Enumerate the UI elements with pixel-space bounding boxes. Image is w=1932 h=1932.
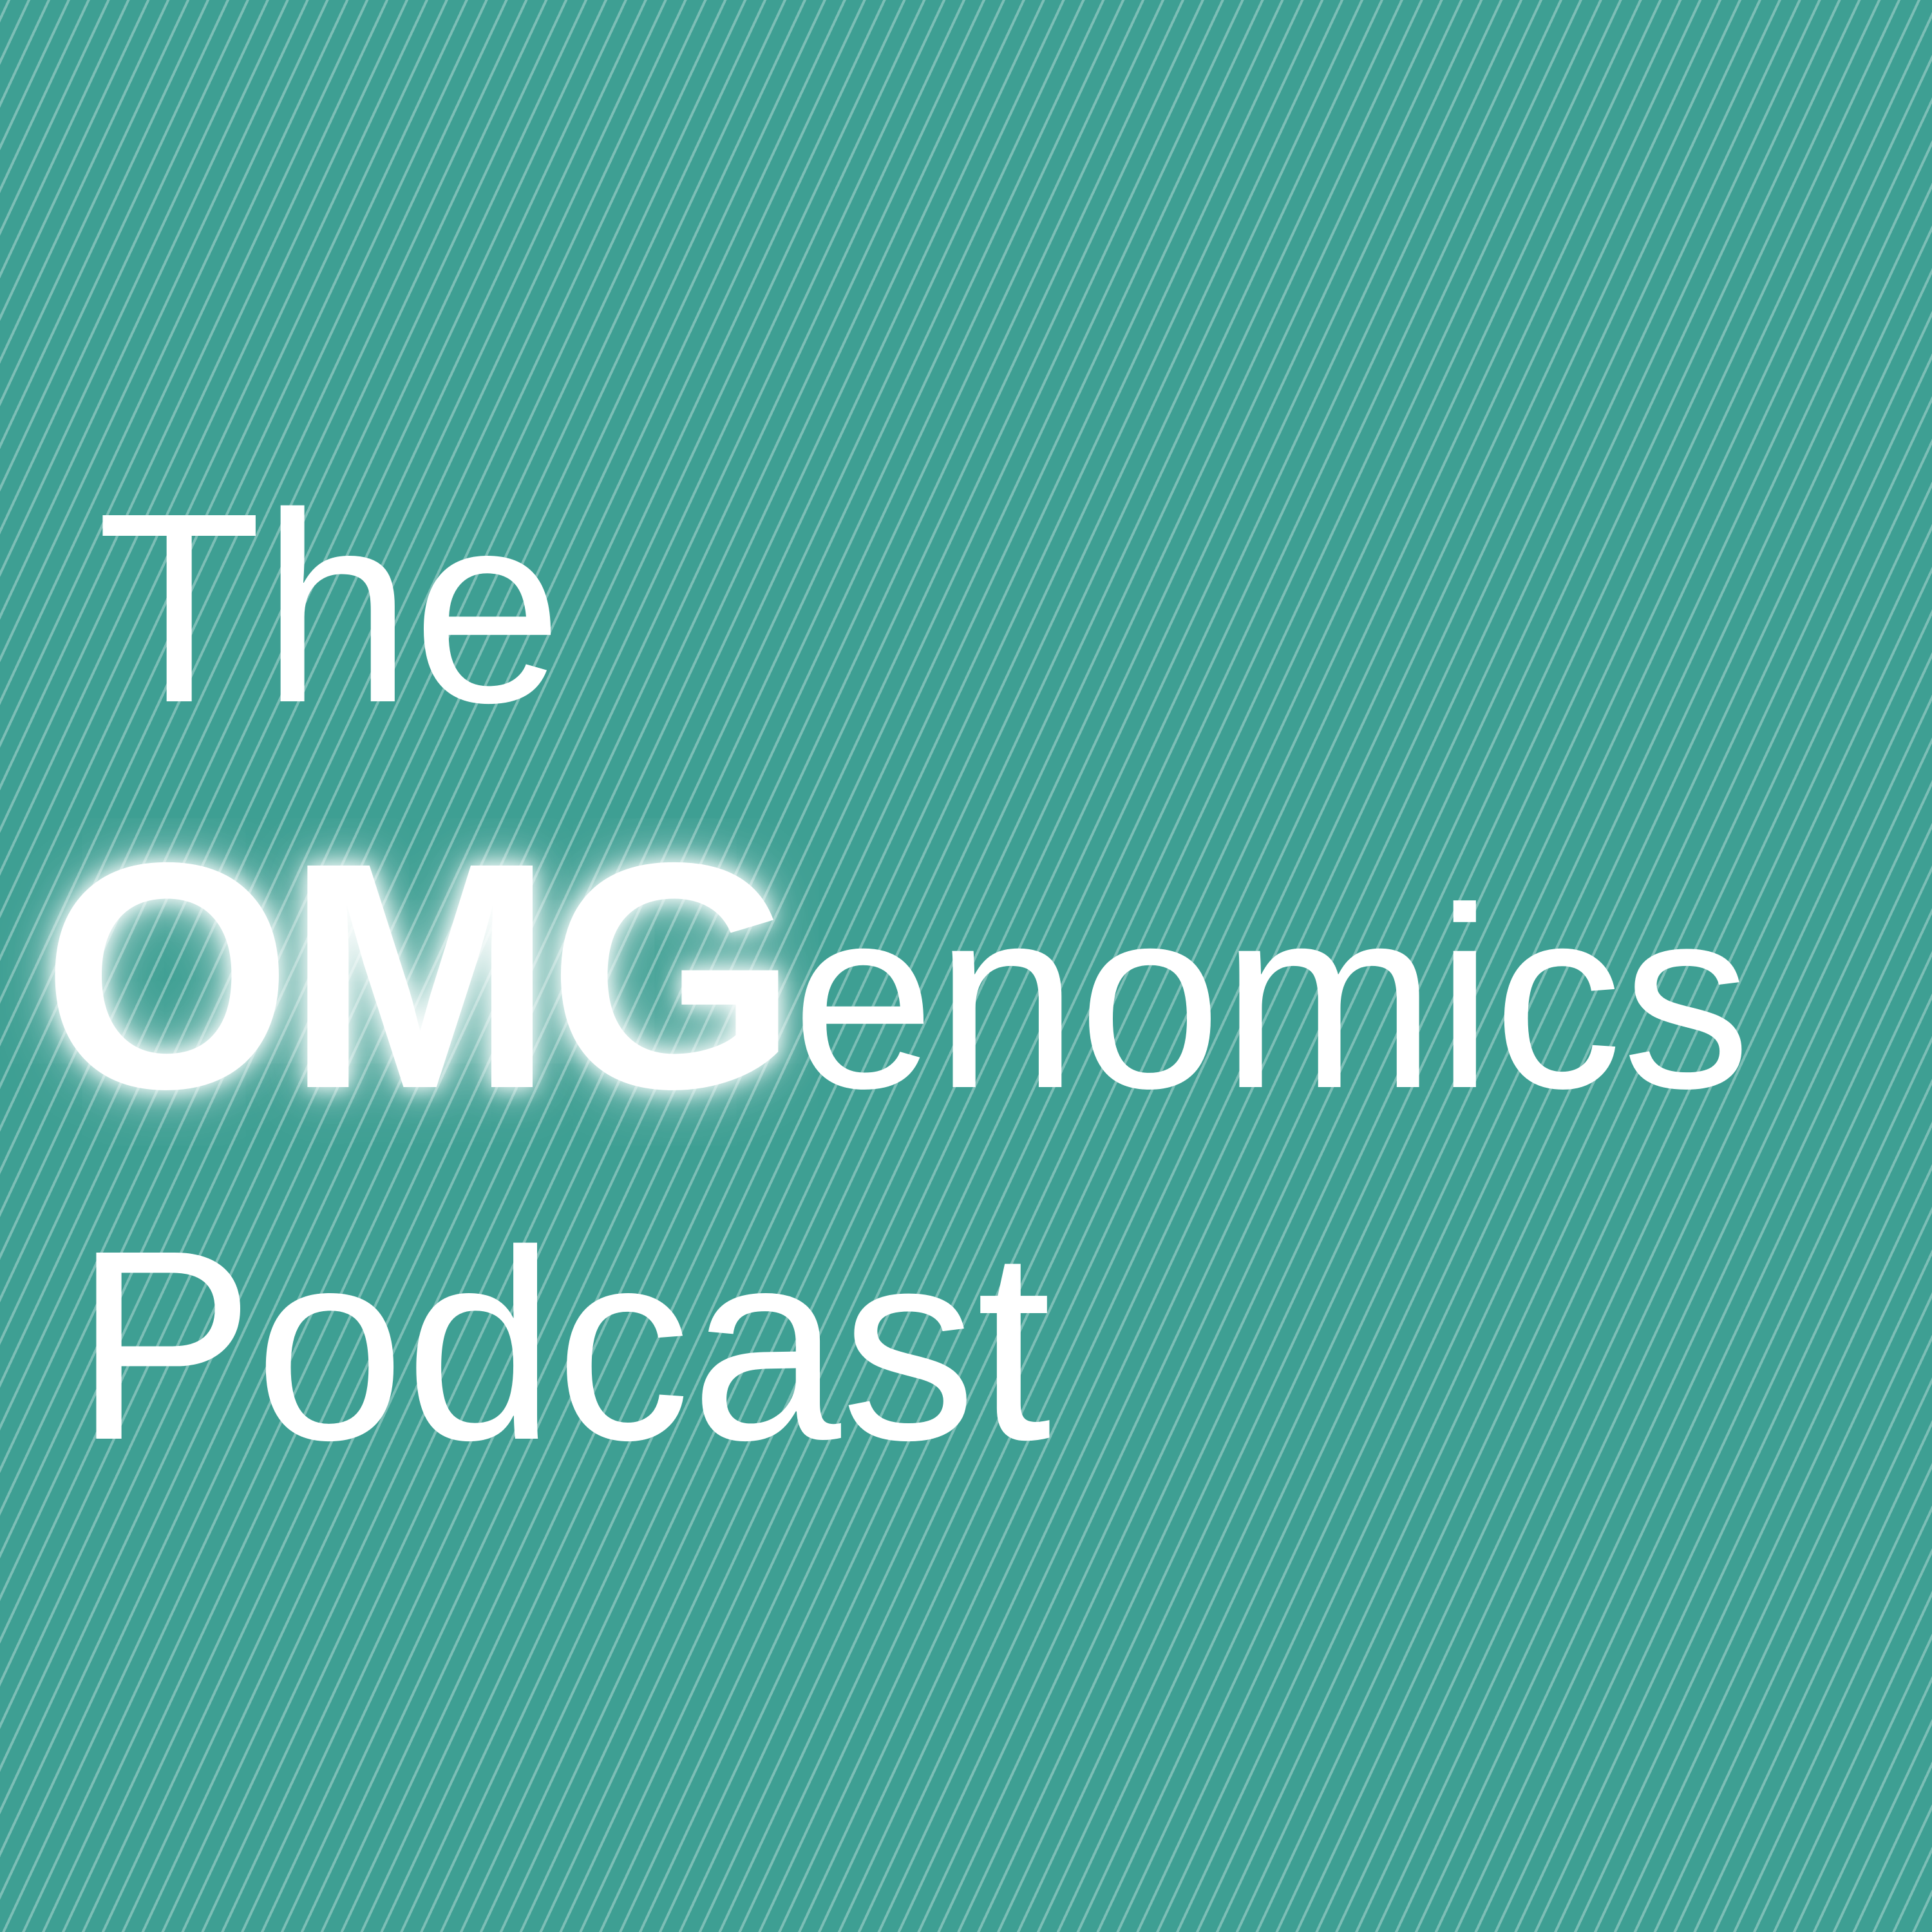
title-line-podcast: Podcast <box>74 1195 1052 1497</box>
title-line-the: The <box>97 457 563 759</box>
title-enomics: enomics <box>791 854 1751 1142</box>
title-omg-glow: OMG <box>42 795 798 1155</box>
title-line-omgenomics: OMGenomics <box>42 815 1751 1137</box>
